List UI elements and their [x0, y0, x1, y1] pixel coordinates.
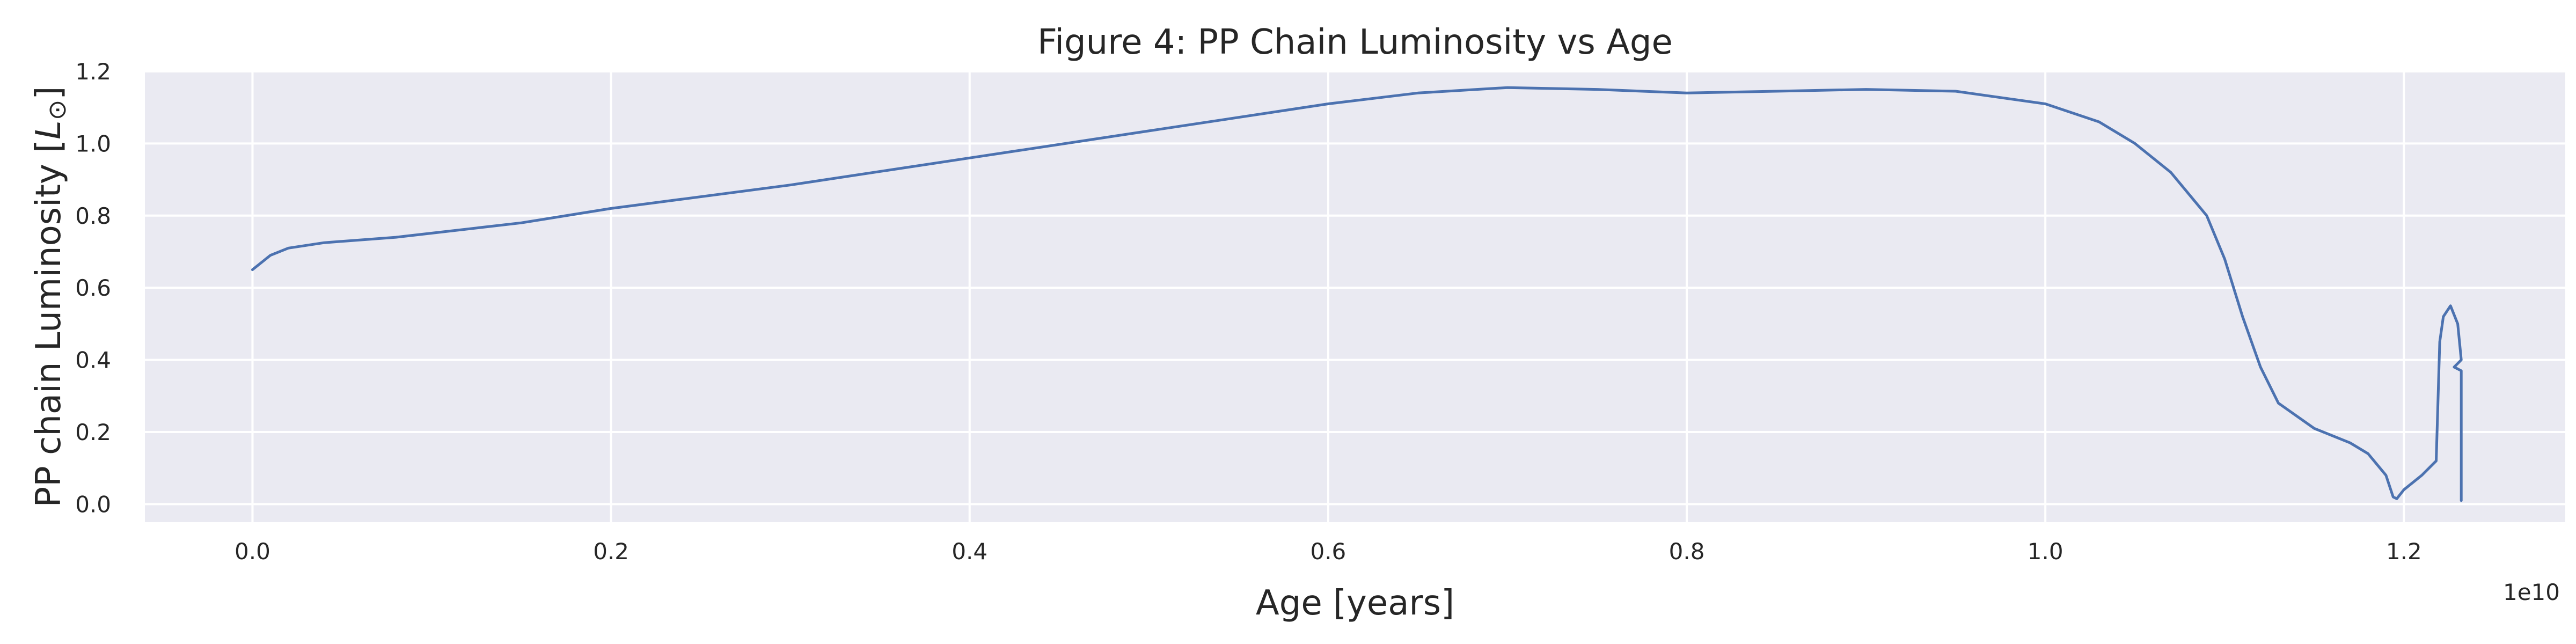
- y-tick-label: 1.2: [75, 58, 111, 85]
- y-axis-label: PP chain Luminosity [L⊙]: [29, 86, 71, 508]
- x-tick-label: 0.6: [1310, 538, 1346, 565]
- y-axis-label-end: ]: [29, 86, 69, 100]
- y-tick-label: 0.2: [75, 419, 111, 445]
- x-axis-label: Age [years]: [1256, 583, 1454, 623]
- y-tick-label: 1.0: [75, 130, 111, 157]
- chart-title: Figure 4: PP Chain Luminosity vs Age: [1037, 23, 1673, 62]
- x-tick-label: 1.2: [2386, 538, 2422, 565]
- x-axis-ticks: 0.0 0.2 0.4 0.6 0.8 1.0 1.2: [235, 538, 2422, 565]
- y-axis-label-sub: ⊙: [42, 100, 71, 121]
- x-tick-label: 1.0: [2028, 538, 2063, 565]
- grid: [145, 70, 2565, 522]
- x-tick-label: 0.4: [952, 538, 987, 565]
- y-axis-label-main: PP chain Luminosity [: [29, 140, 69, 508]
- y-tick-label: 0.8: [75, 203, 111, 229]
- y-tick-label: 0.6: [75, 275, 111, 301]
- x-tick-label: 0.0: [235, 538, 270, 565]
- y-axis-ticks: 0.0 0.2 0.4 0.6 0.8 1.0 1.2: [75, 58, 111, 517]
- y-tick-label: 0.0: [75, 491, 111, 517]
- y-tick-label: 0.4: [75, 347, 111, 374]
- y-axis-label-unit: L: [29, 120, 69, 140]
- x-tick-label: 0.8: [1669, 538, 1705, 565]
- series-line: [251, 86, 2463, 502]
- x-offset-label: 1e10: [2503, 579, 2560, 605]
- x-tick-label: 0.2: [593, 538, 629, 565]
- plot-area: [145, 71, 2565, 522]
